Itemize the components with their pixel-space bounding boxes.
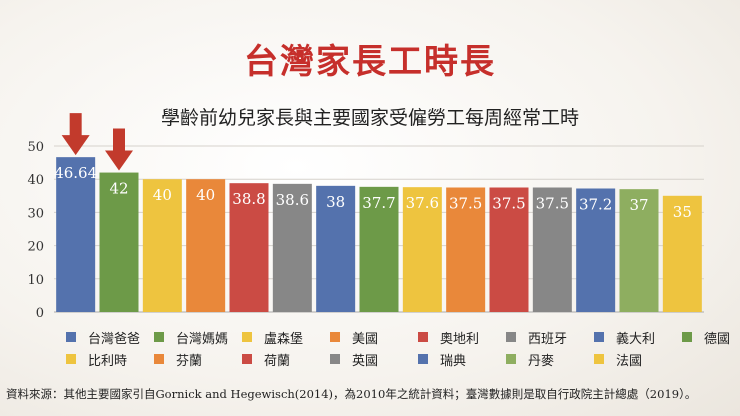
legend-row: 台灣爸爸 台灣媽媽 盧森堡 美國 奧地利 西班牙 義大利 德國: [66, 326, 736, 348]
legend-swatch: [330, 354, 340, 364]
legend-item: 荷蘭: [242, 348, 290, 370]
data-label: 40: [153, 186, 172, 204]
legend-label: 英國: [352, 353, 379, 369]
bar-chart: 0 10 20 30 40 50 46.64 42 40 40 38.8 38.6 38 37.7 37.6…: [27, 113, 704, 321]
chart-subtitle: 學齡前幼兒家長與主要國家受僱勞工每周經常工時: [160, 107, 579, 129]
legend-item: 美國: [330, 326, 378, 348]
legend-swatch: [594, 354, 604, 364]
legend-swatch: [66, 332, 76, 342]
legend-swatch: [242, 354, 252, 364]
y-tick-label: 20: [27, 240, 44, 255]
legend-item: 盧森堡: [242, 326, 303, 348]
legend-label: 美國: [352, 331, 379, 347]
legend-label: 西班牙: [528, 331, 568, 347]
legend-swatch: [330, 332, 340, 342]
legend-item: 芬蘭: [154, 348, 202, 370]
legend-swatch: [242, 332, 252, 342]
legend-label: 盧森堡: [264, 331, 304, 347]
data-label: 46.64: [54, 164, 97, 182]
legend-item: 瑞典: [418, 348, 466, 370]
data-label: 38: [326, 193, 345, 211]
data-label: 40: [196, 186, 215, 204]
bar: [316, 185, 356, 312]
y-tick-label: 50: [27, 140, 44, 155]
legend-item: 台灣爸爸: [66, 326, 140, 348]
bar: [142, 179, 182, 312]
bar: [532, 187, 572, 312]
legend-swatch: [682, 332, 692, 342]
source-note: 資料來源：其他主要國家引自Gornick and Hegewisch(2014)…: [6, 387, 697, 401]
data-label: 37.5: [536, 195, 569, 213]
bar: [56, 157, 96, 312]
bar: [402, 187, 442, 312]
legend-label: 荷蘭: [264, 353, 291, 369]
legend-label: 丹麥: [528, 353, 555, 369]
y-tick-label: 0: [36, 306, 44, 321]
data-label: 35: [673, 203, 692, 221]
legend-swatch: [418, 354, 428, 364]
bar: [576, 188, 616, 312]
data-label: 42: [109, 180, 128, 198]
data-label: 37.5: [492, 195, 525, 213]
legend-label: 台灣爸爸: [88, 331, 141, 347]
data-label: 37.7: [362, 194, 395, 212]
data-label: 38.6: [276, 191, 309, 209]
legend-swatch: [594, 332, 604, 342]
bar: [272, 183, 312, 312]
legend-label: 瑞典: [440, 353, 467, 369]
highlight-arrow-icon: [105, 128, 133, 171]
legend-swatch: [154, 332, 164, 342]
bar: [619, 189, 659, 312]
legend-swatch: [418, 332, 428, 342]
legend-label: 比利時: [88, 353, 128, 369]
y-tick-label: 10: [27, 273, 44, 288]
legend-label: 台灣媽媽: [176, 331, 229, 347]
y-tick-label: 30: [27, 206, 44, 221]
legend-swatch: [154, 354, 164, 364]
legend-item: 義大利: [594, 326, 655, 348]
data-label: 37: [629, 196, 648, 214]
legend-label: 義大利: [616, 331, 656, 347]
legend-label: 法國: [616, 353, 643, 369]
data-label: 37.2: [579, 195, 612, 213]
legend-swatch: [66, 354, 76, 364]
legend-item: 丹麥: [506, 348, 554, 370]
bar: [489, 187, 529, 312]
legend-item: 法國: [594, 348, 642, 370]
bar: [662, 195, 702, 312]
legend-item: 西班牙: [506, 326, 567, 348]
chart-title: 台灣家長工時長: [244, 42, 496, 82]
bar: [186, 179, 226, 312]
bar: [446, 187, 486, 312]
legend-label: 奧地利: [440, 331, 480, 347]
legend-item: 台灣媽媽: [154, 326, 228, 348]
bar: [359, 186, 399, 312]
y-tick-label: 40: [27, 173, 44, 188]
legend-label: 芬蘭: [176, 353, 203, 369]
legend-item: 德國: [682, 326, 730, 348]
legend-item: 比利時: [66, 348, 127, 370]
legend-swatch: [506, 332, 516, 342]
legend-label: 德國: [704, 331, 731, 347]
legend-row: 比利時 芬蘭 荷蘭 英國 瑞典 丹麥 法國: [66, 348, 736, 370]
chart-legend: 台灣爸爸 台灣媽媽 盧森堡 美國 奧地利 西班牙 義大利 德國 比利時 芬蘭 荷蘭 英國 瑞典 丹麥 法國: [66, 326, 736, 370]
data-label: 38.8: [232, 190, 265, 208]
bar: [229, 183, 269, 312]
bar: [99, 172, 139, 312]
legend-item: 奧地利: [418, 326, 479, 348]
highlight-arrow-icon: [61, 113, 90, 156]
data-label: 37.5: [449, 195, 482, 213]
legend-swatch: [506, 354, 516, 364]
data-label: 37.6: [406, 194, 439, 212]
legend-item: 英國: [330, 348, 378, 370]
